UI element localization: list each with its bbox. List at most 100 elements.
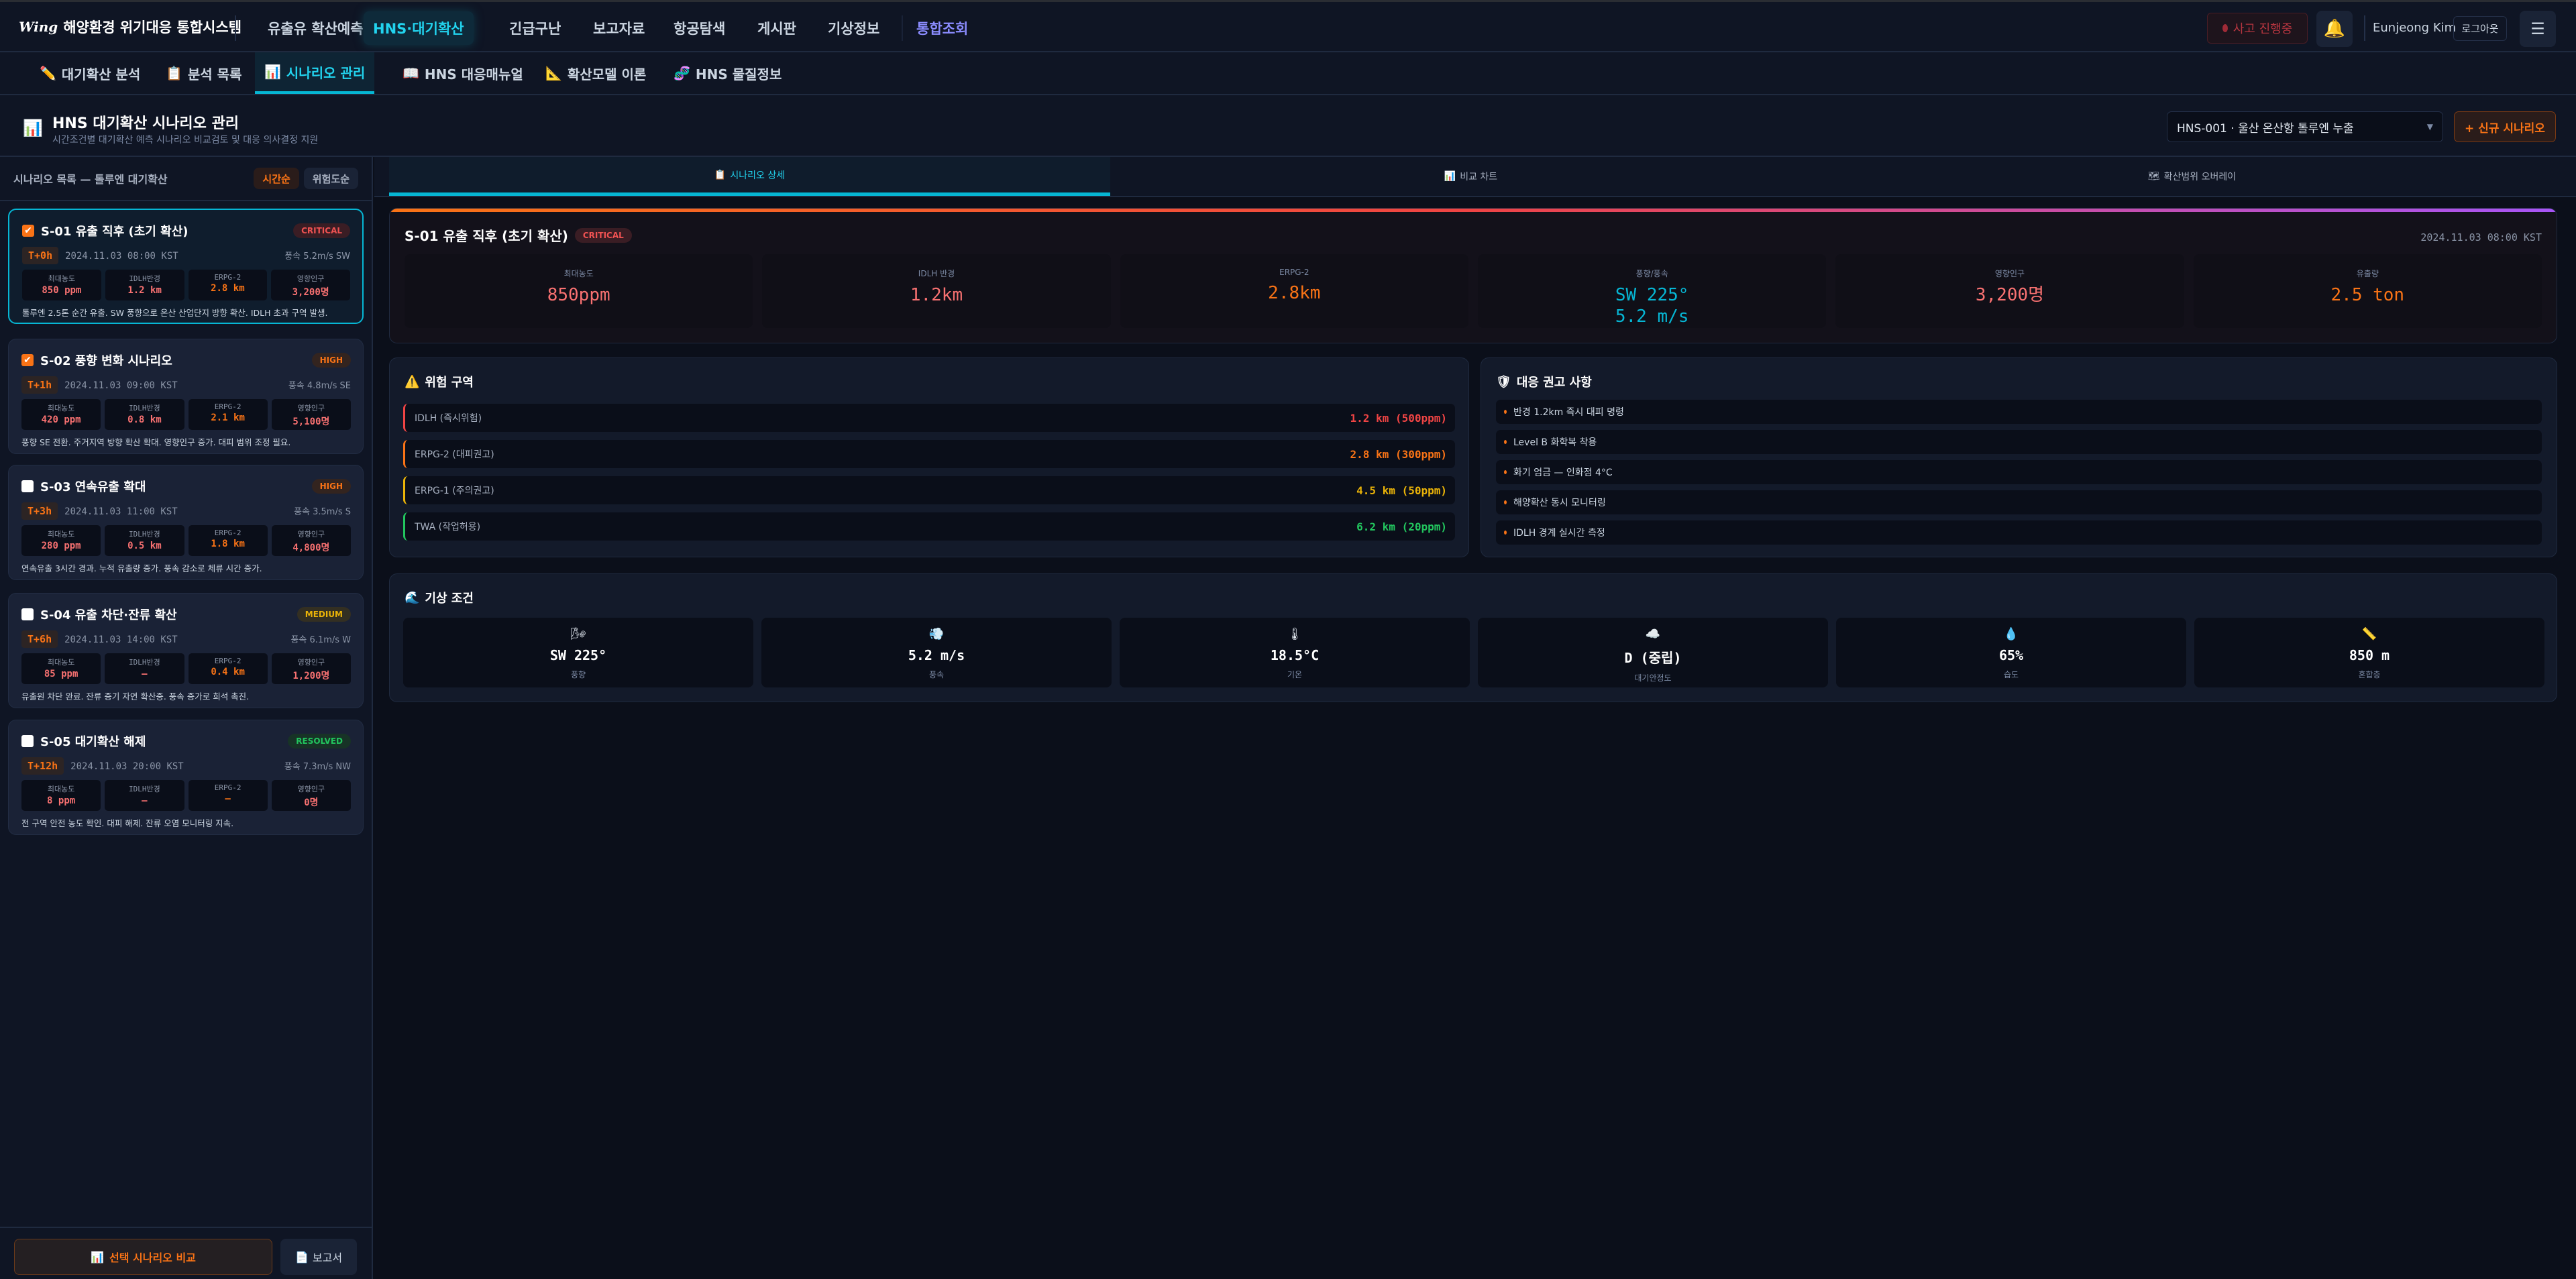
detail-tab[interactable]: 🗺 확산범위 오버레이 (1831, 157, 2553, 196)
nav-item[interactable]: 긴급구난 (509, 21, 561, 37)
recommendation-text: 반경 1.2km 즉시 대피 명령 (1513, 407, 1624, 418)
incident-status-button[interactable]: 사고 진행중 (2207, 13, 2308, 44)
weather-label: 혼합층 (2358, 670, 2381, 679)
scenario-card[interactable]: S-05 대기확산 해제 RESOLVED T+12h 2024.11.03 20… (8, 720, 364, 835)
cloud-icon: ☁️ (1645, 627, 1661, 641)
nav-item[interactable]: HNS·대기확산 (364, 11, 474, 45)
zone-value: 6.2 km (20ppm) (1356, 520, 1447, 533)
document-icon: 📄 (294, 1250, 309, 1264)
bullet-icon (1504, 500, 1507, 504)
metric-value: 2.1 km (211, 412, 245, 423)
sort-by-risk-button[interactable]: 위험도순 (303, 168, 358, 189)
metric-value: 5,100명 (292, 416, 330, 427)
scenario-metric: IDLH반경 0.8 km (105, 399, 184, 430)
weather-label: 습도 (2003, 670, 2019, 679)
subnav-tab-label: HNS 물질정보 (695, 66, 782, 82)
subnav-tab[interactable]: 🧬 HNS 물질정보 (664, 52, 791, 94)
summary-metric: 영향인구 3,200명 (1835, 254, 2184, 328)
metric-value: — (225, 793, 231, 804)
app-logo[interactable]: Wing 해양환경 위기대응 통합시스템 (19, 17, 241, 37)
summary-metric-label: 풍향/풍속 (1635, 269, 1668, 278)
metric-label: 최대농도 (48, 274, 76, 283)
scenario-description: 풍향 SE 전환. 주거지역 방향 확산 확대. 영향인구 증가. 대피 범위 … (21, 437, 291, 447)
summary-metric-label: IDLH 반경 (918, 269, 955, 278)
scenario-list-panel: 시나리오 목록 — 톨루엔 대기확산 시간순 위험도순 ✔ S-01 유출 직후 … (0, 157, 373, 1279)
new-scenario-button[interactable]: + 신규 시나리오 (2454, 111, 2556, 142)
logout-button[interactable]: 로그아웃 (2453, 16, 2507, 41)
severity-badge: MEDIUM (297, 607, 351, 622)
scenario-metric: ERPG-2 1.8 km (188, 525, 268, 556)
metric-value: 3,200명 (292, 287, 329, 298)
scenario-card[interactable]: S-04 유출 차단·잔류 확산 MEDIUM T+6h 2024.11.03 1… (8, 593, 364, 708)
ruler-icon: 📏 (2361, 627, 2377, 641)
summary-metric-value: 2.8km (1268, 283, 1321, 303)
scenario-metric: 영향인구 0명 (271, 780, 351, 811)
weather-card: 📏 850 m 혼합층 (2194, 618, 2544, 687)
triangle-ruler-icon: 📐 (545, 65, 562, 81)
tab-label: 비교 차트 (1460, 172, 1498, 182)
clipboard-icon: 📋 (166, 65, 182, 81)
weather-label: 기온 (1287, 670, 1303, 679)
hazard-zones-panel: ⚠️ 위험 구역 IDLH (즉시위험) 1.2 km (500ppm) ERPG-2… (389, 357, 1469, 557)
subnav-tab[interactable]: 📋 분석 목록 (156, 52, 251, 94)
nav-item[interactable]: 항공탐색 (674, 21, 726, 37)
detail-tab[interactable]: 📋 시나리오 상세 (389, 157, 1110, 196)
detail-tabs: 📋 시나리오 상세 📊 비교 차트 🗺 확산범위 오버레이 (374, 157, 2576, 197)
nav-item[interactable]: 유출유 확산예측 (268, 21, 364, 37)
weather-label: 대기안정도 (1634, 673, 1672, 683)
weather-card: 🌬 SW 225° 풍향 (403, 618, 753, 687)
metric-value: 85 ppm (44, 669, 78, 679)
metric-label: 최대농도 (47, 404, 75, 412)
summary-metric-value: 850ppm (547, 285, 610, 305)
recommendations-title: 대응 권고 사항 (1516, 376, 1592, 390)
subnav-tab[interactable]: 📖 HNS 대응매뉴얼 (393, 52, 533, 94)
wind-info: 풍속 5.2m/s SW (284, 252, 350, 262)
nav-item[interactable]: 기상정보 (828, 21, 880, 37)
nav-item[interactable]: 통합조회 (916, 21, 969, 37)
summary-metric-value: SW 225° (1615, 285, 1689, 305)
metric-label: 최대농도 (47, 530, 75, 539)
report-button[interactable]: 📄 보고서 (280, 1239, 357, 1275)
hazard-zone-row: TWA (작업허용) 6.2 km (20ppm) (403, 512, 1455, 541)
metric-label: ERPG-2 (214, 402, 241, 411)
scenario-checkbox[interactable] (21, 735, 34, 747)
scenario-checkbox[interactable]: ✔ (22, 225, 34, 237)
scenario-card[interactable]: ✔ S-01 유출 직후 (초기 확산) CRITICAL T+0h 2024.11… (8, 209, 364, 324)
metric-label: IDLH반경 (129, 404, 160, 412)
metric-label: IDLH반경 (129, 785, 160, 793)
chevron-down-icon: ▼ (2426, 122, 2433, 131)
subnav-tab[interactable]: 📐 확산모델 이론 (536, 52, 655, 94)
scenario-time: 2024.11.03 08:00 KST (65, 251, 178, 262)
thermometer-icon: 🌡 (1287, 627, 1303, 641)
detail-tab[interactable]: 📊 비교 차트 (1110, 157, 1831, 196)
scenario-metric: ERPG-2 2.8 km (188, 270, 268, 300)
scenario-checkbox[interactable] (21, 480, 34, 492)
incident-select[interactable]: HNS-001 · 울산 온산항 톨루엔 누출 ▼ (2167, 111, 2443, 142)
subnav-tab[interactable]: 📊 시나리오 관리 (255, 52, 375, 94)
user-name: Eunjeong Kim (2373, 21, 2457, 35)
scenario-card[interactable]: S-03 연속유출 확대 HIGH T+3h 2024.11.03 11:00 K… (8, 465, 364, 580)
subnav-tab[interactable]: ✏️ 대기확산 분석 (30, 52, 150, 94)
metric-label: 최대농도 (47, 785, 75, 793)
wind-info: 풍속 3.5m/s S (294, 507, 351, 517)
compare-selected-button[interactable]: 📊 선택 시나리오 비교 (14, 1239, 272, 1275)
metric-label: 영향인구 (297, 530, 325, 539)
menu-button[interactable]: ☰ (2520, 11, 2556, 47)
scenario-card[interactable]: ✔ S-02 풍향 변화 시나리오 HIGH T+1h 2024.11.03 09:… (8, 339, 364, 454)
scenario-metric: IDLH반경 — (105, 780, 184, 811)
time-offset-badge: T+0h (22, 247, 59, 264)
scenario-checkbox[interactable] (21, 608, 34, 620)
sort-by-time-button[interactable]: 시간순 (254, 168, 299, 189)
nav-item[interactable]: 보고자료 (593, 21, 645, 37)
subnav-tab-label: 시나리오 관리 (286, 64, 366, 81)
weather-card: ☁️ D (중립) 대기안정도 (1478, 618, 1828, 687)
recommendation-text: 화기 엄금 — 인화점 4°C (1513, 467, 1613, 478)
shield-icon: 🛡 (1496, 374, 1511, 389)
notification-bell-button[interactable]: 🔔 (2316, 11, 2353, 47)
hamburger-icon: ☰ (2530, 19, 2545, 38)
nav-item[interactable]: 게시판 (757, 21, 796, 37)
scenario-metric: ERPG-2— (188, 780, 268, 811)
scenario-checkbox[interactable]: ✔ (21, 354, 34, 366)
warning-icon: ⚠️ (405, 374, 420, 389)
metric-value: 1.2 km (127, 285, 162, 296)
